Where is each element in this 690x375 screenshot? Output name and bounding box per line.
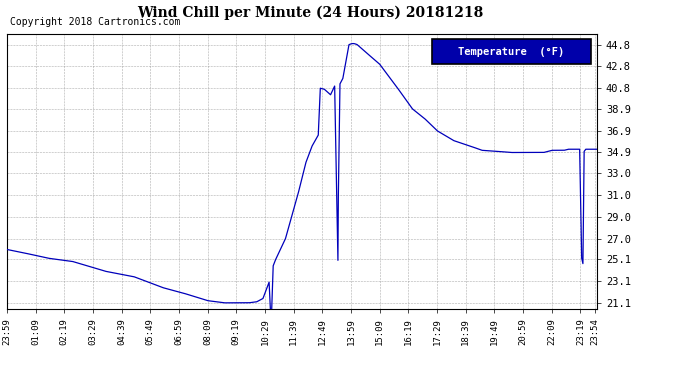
Text: Copyright 2018 Cartronics.com: Copyright 2018 Cartronics.com (10, 17, 181, 27)
FancyBboxPatch shape (432, 39, 591, 64)
Text: Temperature  (°F): Temperature (°F) (458, 46, 564, 57)
Text: Wind Chill per Minute (24 Hours) 20181218: Wind Chill per Minute (24 Hours) 2018121… (137, 6, 484, 20)
